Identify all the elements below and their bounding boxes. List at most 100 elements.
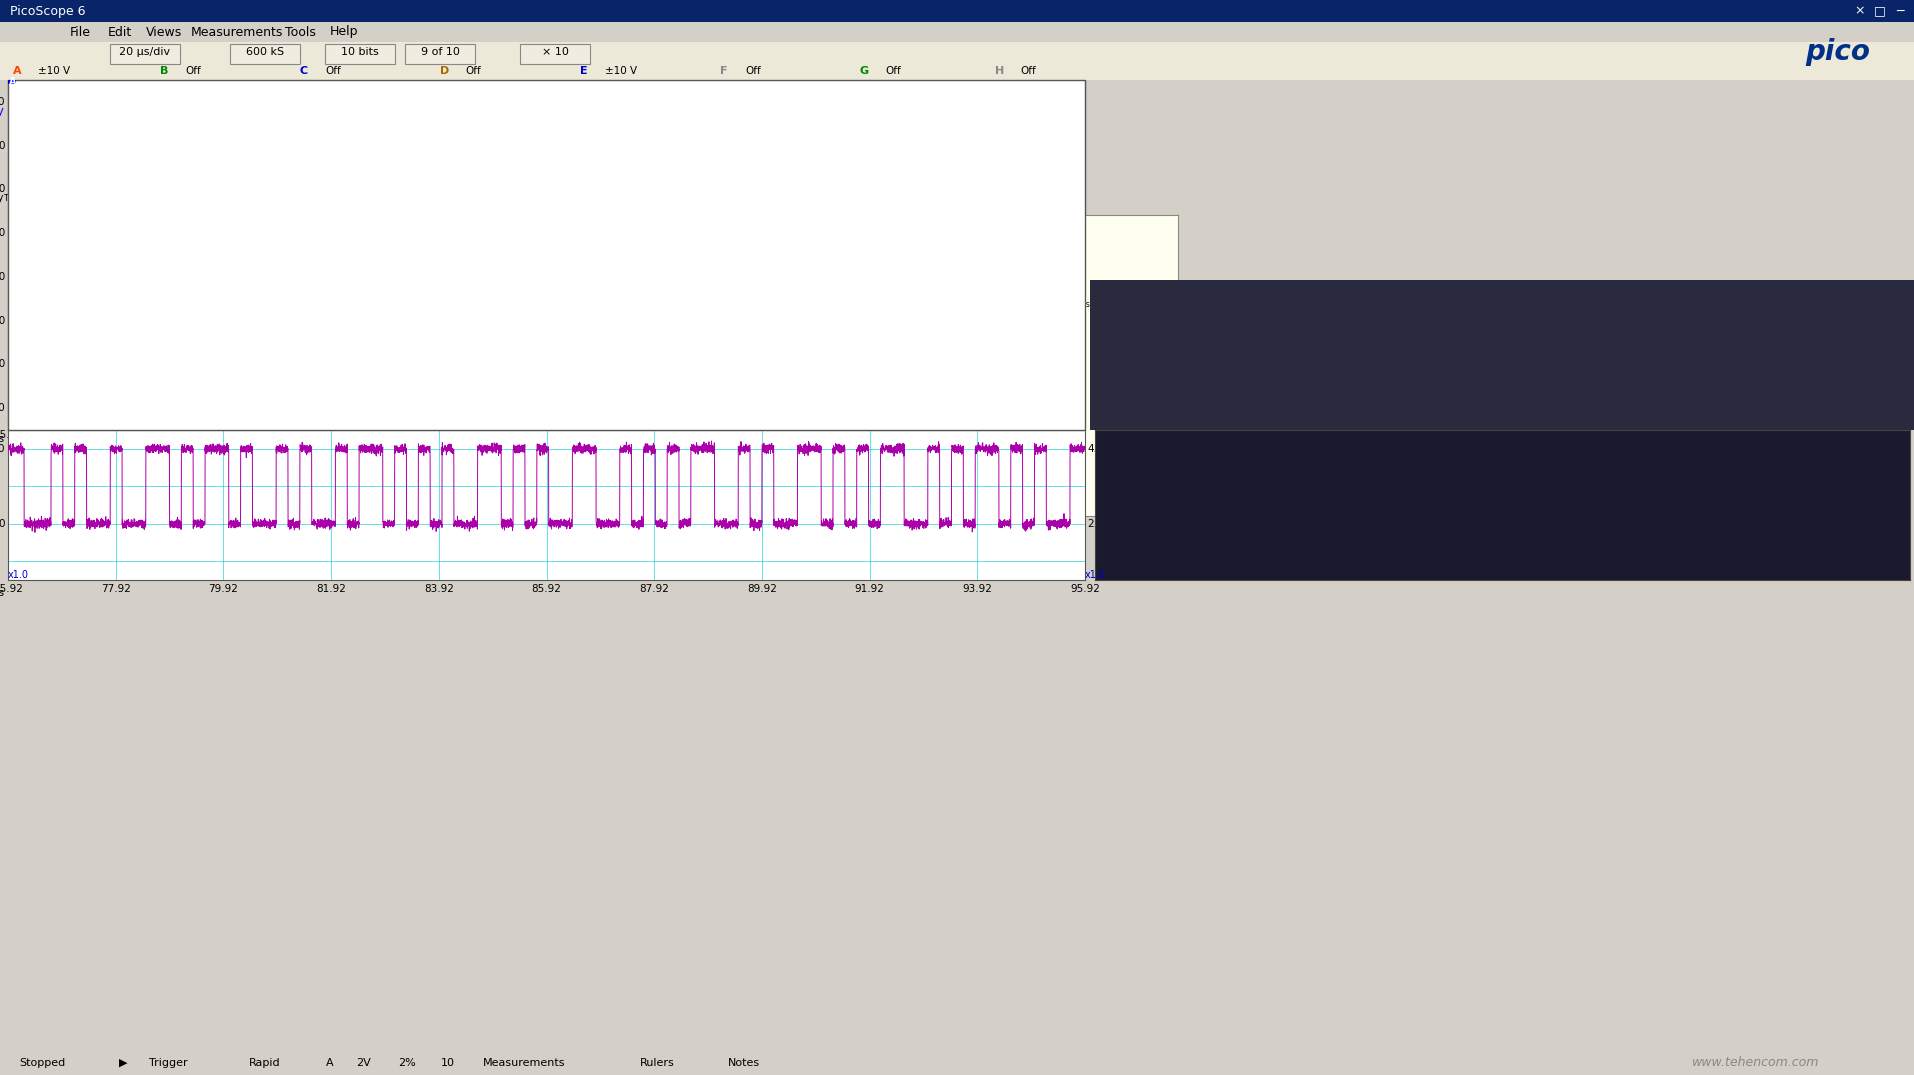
- Text: 1073: 1073: [978, 391, 997, 400]
- Text: 01: 01: [73, 194, 84, 202]
- Text: Header CRC: 782: Header CRC: 782: [777, 424, 867, 433]
- Text: D: D: [440, 66, 450, 76]
- Text: Frame CRC A Pass: ✓: Frame CRC A Pass: ✓: [777, 470, 886, 479]
- Text: 2V: 2V: [356, 1058, 371, 1067]
- Text: X: X: [859, 406, 865, 416]
- Text: 91.92: 91.92: [854, 585, 884, 594]
- Text: 4.0: 4.0: [0, 444, 6, 454]
- Text: Trailer: Trailer: [616, 296, 639, 304]
- Text: Frame
CRC B
Pass: Frame CRC B Pass: [1139, 286, 1164, 314]
- Text: Rulers: Rulers: [639, 1058, 674, 1067]
- Text: 61 B9 CC: 61 B9 CC: [611, 376, 645, 385]
- Text: FlexRay: FlexRay: [354, 419, 398, 429]
- Text: 1586: 1586: [978, 330, 997, 340]
- Text: X: X: [723, 376, 729, 385]
- Text: X: X: [1148, 391, 1154, 400]
- Text: 4: 4: [944, 406, 949, 416]
- Text: ✓: ✓: [1068, 376, 1076, 385]
- Text: 6: 6: [341, 391, 345, 400]
- Text: 20 02 08 44 40: 20 02 08 44 40: [415, 376, 475, 385]
- FancyBboxPatch shape: [11, 191, 44, 204]
- Text: 51.2 μs: 51.2 μs: [367, 346, 394, 355]
- Text: Off: Off: [325, 66, 341, 76]
- Text: 3: 3: [1028, 346, 1032, 355]
- Text: ✓: ✓: [1110, 376, 1116, 385]
- Text: pico: pico: [1805, 38, 1870, 66]
- Text: 4.0: 4.0: [1087, 444, 1104, 454]
- Text: 77 55 AA 13 CB 62 FC F0: 77 55 AA 13 CB 62 FC F0: [492, 376, 588, 385]
- Text: 95.92: 95.92: [1070, 430, 1099, 440]
- Text: Filter: Filter: [836, 269, 861, 278]
- Text: E: E: [580, 66, 588, 76]
- Text: Measurements: Measurements: [482, 1058, 565, 1067]
- Bar: [320, 240, 1079, 262]
- Text: 1740: 1740: [978, 315, 997, 325]
- Text: 102.4 μs: 102.4 μs: [364, 376, 396, 385]
- Text: Header: Header: [431, 296, 459, 304]
- Text: Frame
CRC A
Pass: Frame CRC A Pass: [1102, 286, 1125, 314]
- Text: 5C 2B 90: 5C 2B 90: [611, 406, 645, 416]
- Text: TSS ~1.3 μs: TSS ~1.3 μs: [4, 194, 54, 202]
- Text: Start Time: 76.8 μs: Start Time: 76.8 μs: [777, 238, 877, 247]
- Text: ✓: ✓: [1110, 361, 1116, 370]
- FancyBboxPatch shape: [144, 191, 163, 204]
- Text: Statistics: Statistics: [509, 269, 553, 278]
- Text: 60 04 09 4B C3: 60 04 09 4B C3: [415, 346, 475, 355]
- Text: F3: F3: [167, 194, 178, 202]
- Text: -10.0: -10.0: [0, 403, 6, 413]
- Bar: [320, 284, 1079, 316]
- Text: ✓: ✓: [769, 346, 775, 355]
- Text: Hex ▼: Hex ▼: [614, 269, 645, 278]
- Bar: [320, 403, 1079, 418]
- Text: 93.92: 93.92: [963, 430, 991, 440]
- Text: x1.0: x1.0: [1085, 570, 1106, 580]
- Text: X: X: [812, 376, 815, 385]
- Text: x1.0: x1.0: [8, 570, 29, 580]
- Text: ±10 V: ±10 V: [38, 66, 71, 76]
- Text: Reserved
Bit: Reserved Bit: [662, 290, 699, 310]
- Text: 4: 4: [944, 376, 949, 385]
- Text: PicoScope 6: PicoScope 6: [10, 4, 86, 17]
- Text: 75.92: 75.92: [0, 585, 23, 594]
- Text: 67 30 67 80 67 23: 67 30 67 80 67 23: [505, 391, 576, 400]
- Text: 20: 20: [52, 194, 61, 202]
- Text: BC E9 68: BC E9 68: [611, 361, 645, 370]
- Text: 83.92: 83.92: [423, 585, 454, 594]
- Text: 782: 782: [982, 361, 995, 370]
- Text: A: A: [325, 1058, 333, 1067]
- Text: 20 05 09 36 80: 20 05 09 36 80: [415, 406, 475, 416]
- Bar: [320, 262, 1079, 284]
- Text: 0: 0: [1028, 376, 1032, 385]
- Text: 128 μs: 128 μs: [367, 391, 394, 400]
- Text: -8.0: -8.0: [0, 359, 6, 370]
- Text: Valid: ✓: Valid: ✓: [777, 500, 817, 511]
- Text: X: X: [859, 361, 865, 370]
- Text: Payload
Length: Payload Length: [932, 290, 961, 310]
- Bar: [320, 358, 1079, 373]
- Text: 95.92: 95.92: [1070, 585, 1099, 594]
- Text: 4: 4: [341, 361, 345, 370]
- Text: X: X: [859, 376, 865, 385]
- Text: ✓: ✓: [810, 330, 817, 340]
- Text: 2.267 ms: 2.267 ms: [364, 315, 398, 325]
- Text: 77.92: 77.92: [101, 585, 130, 594]
- Text: Frame
ID: Frame ID: [896, 290, 921, 310]
- FancyBboxPatch shape: [293, 191, 314, 204]
- Text: Frame CRC B Pass: ✗: Frame CRC B Pass: ✗: [777, 485, 886, 494]
- Text: X: X: [859, 315, 865, 325]
- Text: ✓: ✓: [1068, 315, 1076, 325]
- Text: Header: 20 01 08 C3 80: Header: 20 01 08 C3 80: [777, 269, 901, 278]
- Text: ─: ─: [1895, 4, 1903, 17]
- Text: 3: 3: [944, 391, 949, 400]
- Text: 4: 4: [944, 315, 949, 325]
- FancyBboxPatch shape: [107, 191, 124, 204]
- Text: -2.0: -2.0: [0, 228, 6, 239]
- Text: 2: 2: [905, 376, 911, 385]
- Text: 5: 5: [341, 376, 345, 385]
- Text: X: X: [678, 406, 683, 416]
- Text: 3: 3: [1028, 330, 1032, 340]
- Text: 0: 0: [1028, 361, 1032, 370]
- Text: ✓: ✓: [1068, 330, 1076, 340]
- Text: 77.92: 77.92: [101, 430, 130, 440]
- Text: Off: Off: [745, 66, 760, 76]
